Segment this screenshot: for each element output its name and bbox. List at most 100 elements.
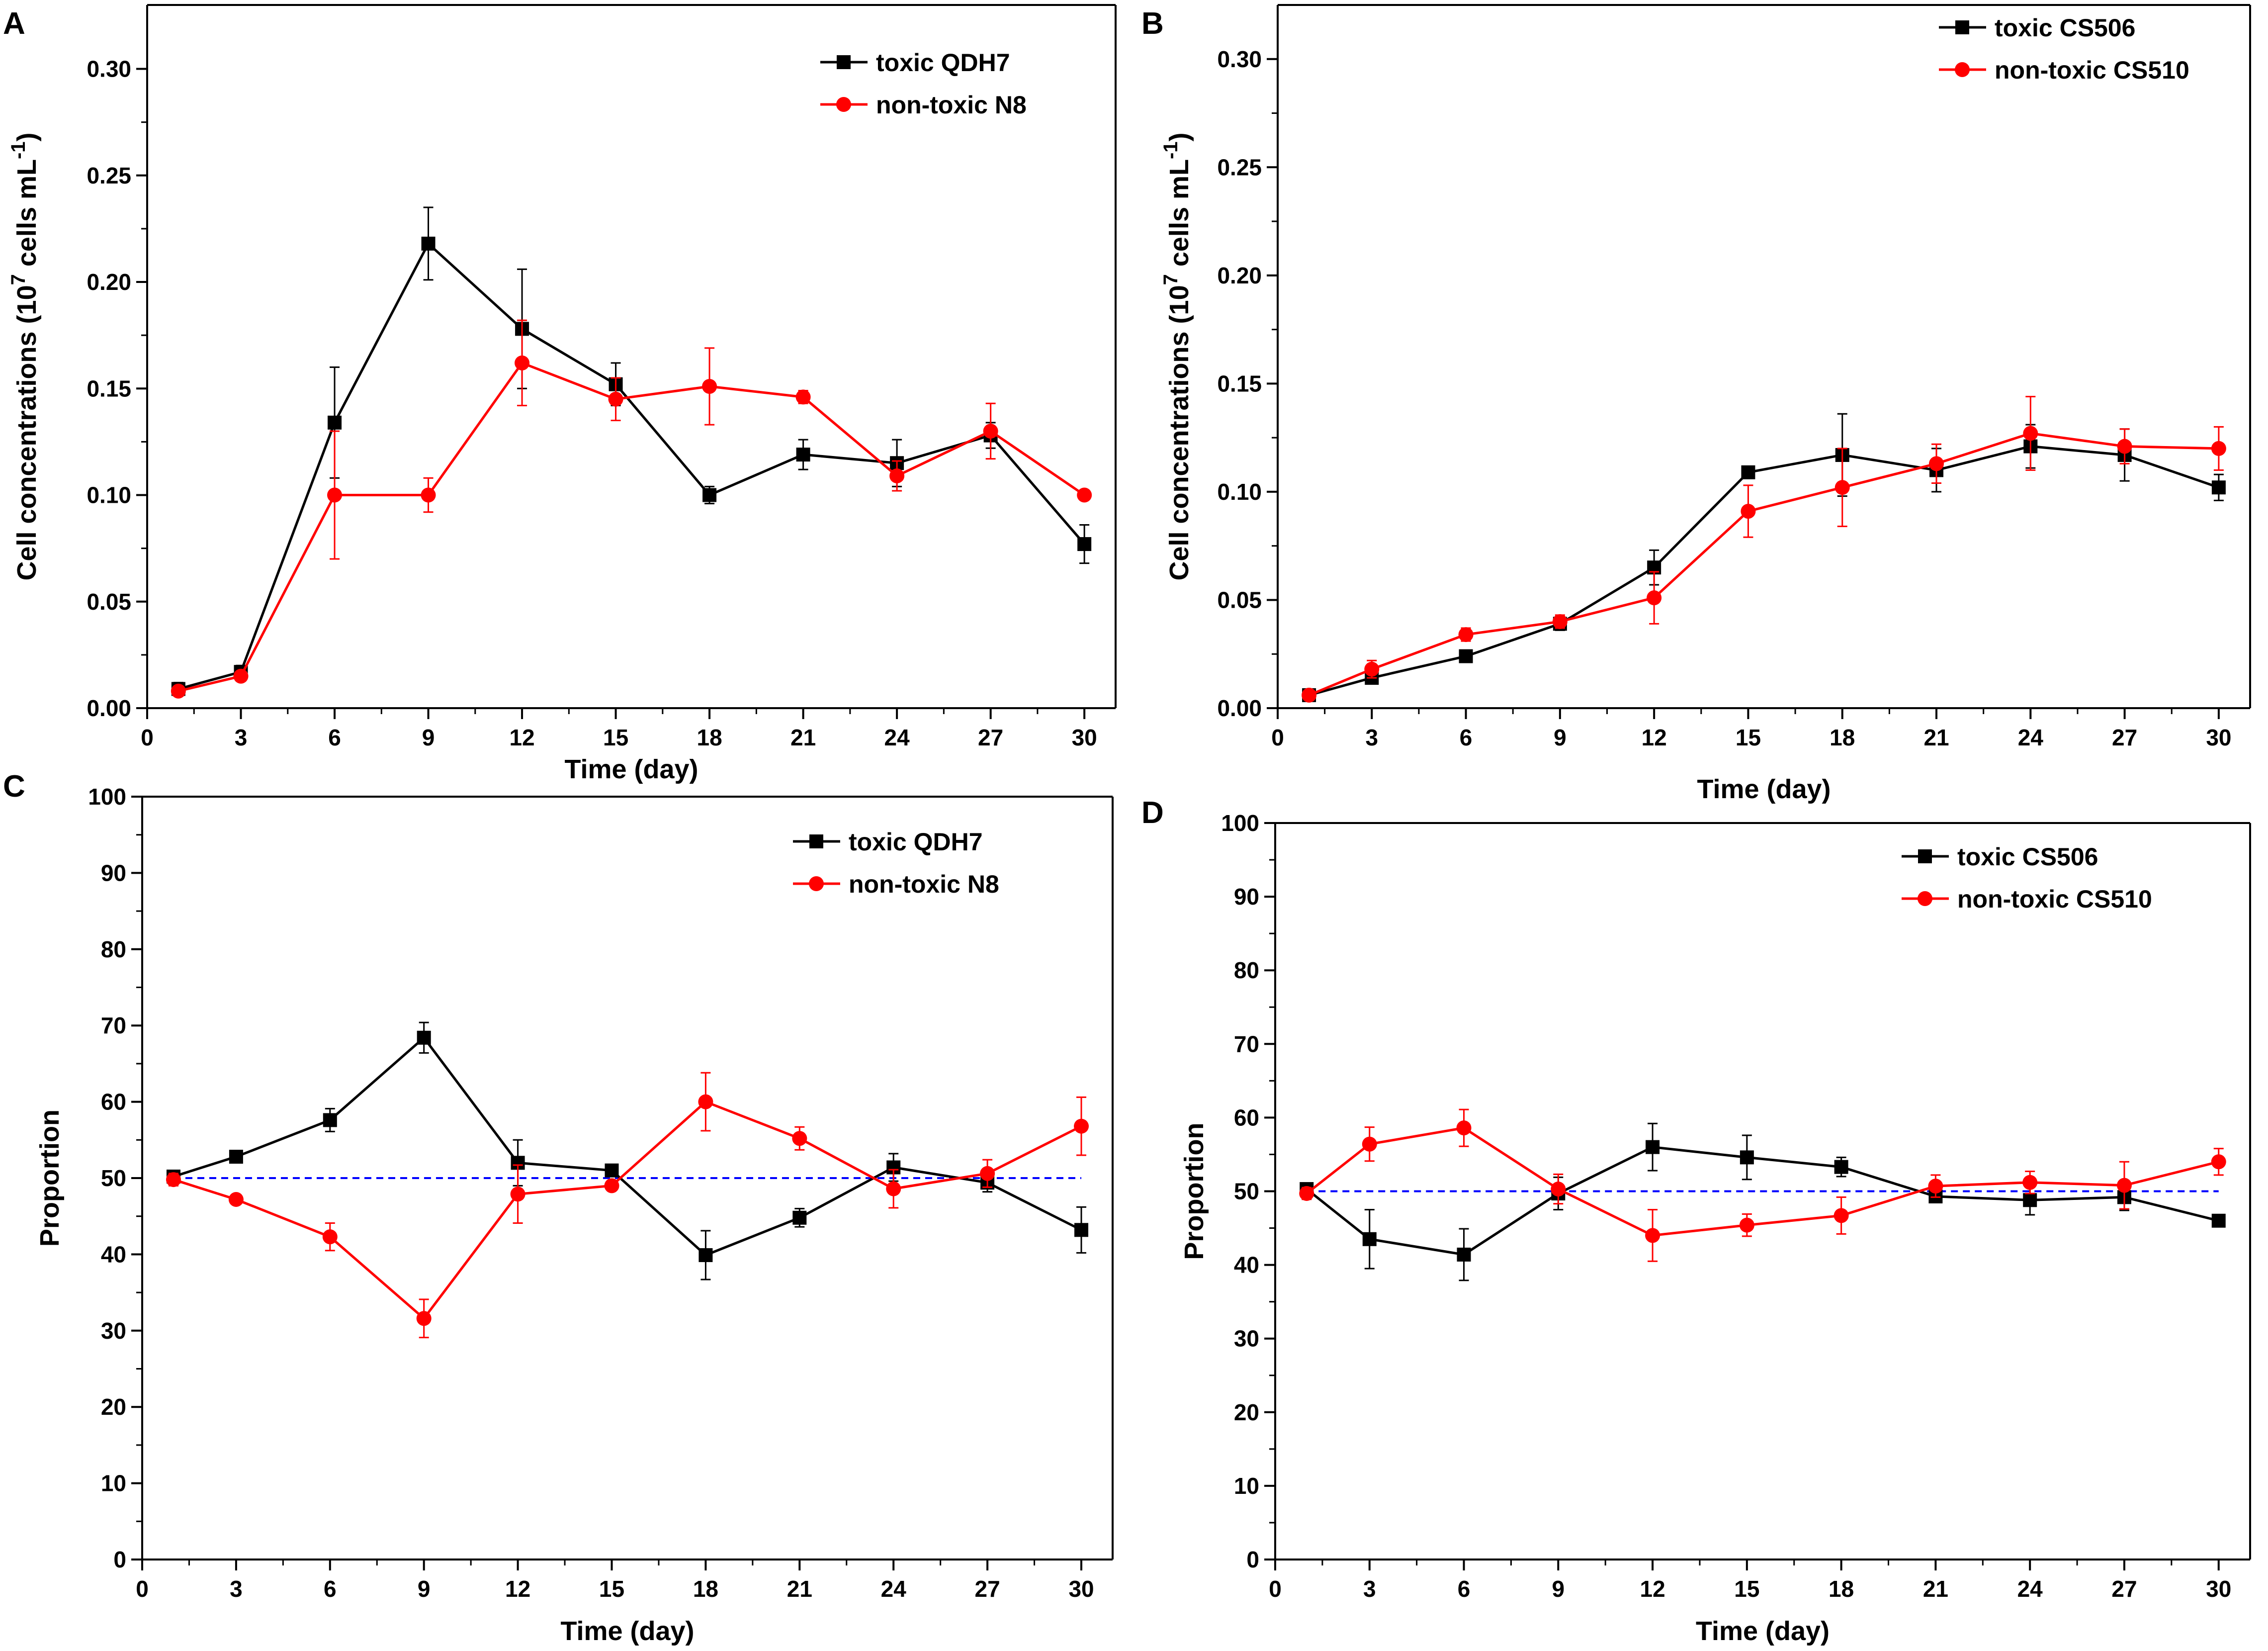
legend: toxic CS506 non-toxic CS510	[1902, 843, 2152, 913]
data-point	[2023, 426, 2038, 441]
series-line	[1308, 445, 2219, 697]
x-tick-label: 3	[1363, 1576, 1376, 1602]
y-tick-label: 60	[1234, 1104, 1259, 1130]
y-tick-label: 0.30	[87, 56, 131, 82]
data-point	[1362, 1136, 1377, 1152]
data-point	[1740, 1150, 1754, 1165]
y-tick-label: 0.20	[1217, 263, 1262, 288]
data-point	[322, 1229, 338, 1245]
series-line	[173, 1036, 1082, 1257]
series-nontoxic	[171, 319, 1092, 699]
panel-letter: B	[1141, 6, 1164, 41]
data-point	[2211, 1154, 2226, 1170]
x-tick-label: 30	[1072, 725, 1097, 750]
x-tick-label: 30	[1068, 1576, 1094, 1602]
data-point	[515, 355, 530, 370]
x-tick-label: 0	[1269, 1576, 1282, 1602]
x-tick-label: 9	[1554, 725, 1567, 750]
y-axis-label-part: 7	[7, 274, 29, 285]
data-point	[2023, 1193, 2037, 1207]
data-point	[608, 391, 623, 407]
legend-marker	[1918, 849, 1932, 863]
legend-marker	[809, 876, 824, 891]
y-tick-label: 40	[101, 1241, 126, 1267]
series-toxic	[1300, 1122, 2226, 1282]
y-tick-label: 0	[113, 1547, 126, 1572]
x-tick-label: 27	[975, 1576, 1000, 1602]
data-point	[1459, 649, 1473, 663]
x-tick-label: 15	[1736, 725, 1761, 750]
x-tick-label: 21	[790, 725, 816, 750]
y-tick-label: 50	[101, 1165, 126, 1191]
y-axis-label-part: -1	[7, 141, 29, 159]
data-point	[702, 378, 717, 394]
data-point	[2211, 1213, 2226, 1228]
data-point	[792, 1210, 807, 1225]
data-point	[327, 487, 343, 503]
data-point	[171, 683, 186, 699]
y-tick-label: 0.15	[1217, 370, 1262, 396]
y-axis-label-part: -1	[1160, 141, 1182, 159]
x-axis-label: Time (day)	[1697, 774, 1831, 804]
y-tick-label: 50	[1234, 1179, 1259, 1204]
x-axis-label: Time (day)	[560, 1616, 694, 1646]
legend-marker	[837, 55, 851, 69]
data-point	[1645, 1228, 1660, 1243]
data-point	[233, 668, 249, 684]
data-point	[421, 236, 436, 251]
x-tick-label: 12	[505, 1576, 530, 1602]
x-tick-label: 3	[1365, 725, 1378, 750]
x-tick-label: 24	[2017, 1576, 2043, 1602]
data-point	[2211, 480, 2226, 495]
x-tick-label: 15	[1734, 1576, 1759, 1602]
data-point	[605, 1163, 619, 1178]
data-point	[417, 1030, 431, 1045]
data-point	[1741, 465, 1755, 479]
y-tick-label: 0	[1246, 1547, 1259, 1572]
data-point	[1364, 661, 1380, 677]
data-point	[323, 1113, 337, 1127]
x-tick-label: 18	[697, 725, 722, 750]
y-tick-label: 30	[1234, 1326, 1259, 1352]
legend-label: non-toxic N8	[849, 870, 999, 898]
x-tick-label: 15	[603, 725, 628, 750]
x-tick-label: 27	[978, 725, 1003, 750]
chart-panel-a: A 0 3 6 9 12 15 18 21 24 27 30 0.00 0.05 0.10 0.15 0.20 0…	[3, 4, 1117, 784]
panel-letter: A	[3, 6, 25, 41]
x-tick-label: 18	[693, 1576, 718, 1602]
data-point	[1834, 1160, 1848, 1174]
y-tick-label: 100	[1221, 810, 1259, 836]
x-tick-label: 21	[1923, 725, 1949, 750]
data-point	[792, 1131, 807, 1146]
data-point	[698, 1248, 713, 1262]
data-point	[1362, 1232, 1377, 1246]
y-tick-label: 0.10	[87, 482, 131, 508]
y-axis-label: Proportion	[35, 1109, 65, 1247]
data-point	[2117, 439, 2132, 454]
legend-label: toxic QDH7	[876, 49, 1010, 77]
y-tick-label: 70	[101, 1012, 126, 1038]
y-tick-label: 10	[1234, 1473, 1259, 1499]
data-point	[166, 1172, 181, 1188]
x-axis-label: Time (day)	[564, 754, 698, 784]
y-tick-label: 20	[1234, 1399, 1259, 1425]
data-point	[421, 487, 436, 503]
y-tick-label: 0.15	[87, 375, 131, 401]
x-tick-label: 0	[1271, 725, 1284, 750]
data-point	[1074, 1223, 1089, 1237]
data-point	[510, 1187, 525, 1202]
data-point	[1074, 1118, 1089, 1134]
y-tick-label: 60	[101, 1089, 126, 1115]
x-tick-label: 21	[787, 1576, 812, 1602]
panel-letter: C	[3, 769, 25, 804]
data-point	[328, 415, 342, 430]
data-point	[1929, 456, 1944, 471]
data-point	[1647, 590, 1662, 606]
x-axis-label: Time (day)	[1696, 1616, 1830, 1646]
legend-label: toxic CS506	[1957, 843, 2098, 871]
x-tick-label: 15	[599, 1576, 624, 1602]
y-tick-label: 20	[101, 1394, 126, 1420]
series-line	[173, 1100, 1082, 1320]
data-point	[702, 488, 717, 502]
data-point	[1741, 504, 1756, 519]
